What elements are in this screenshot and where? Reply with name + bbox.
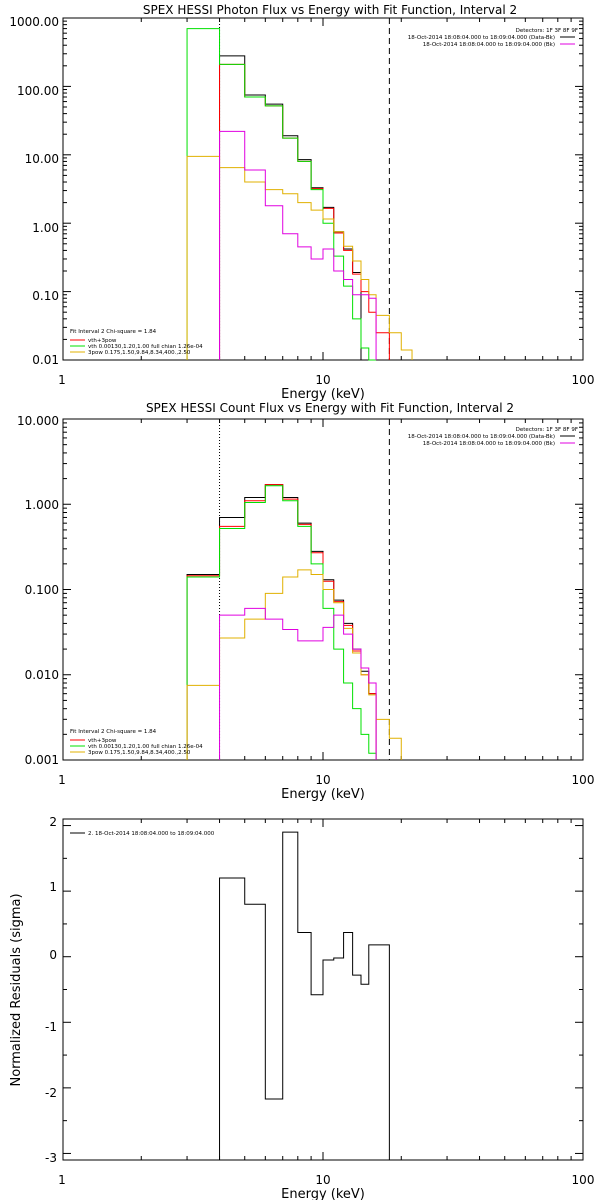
residual-y-axis-label: Normalized Residuals (sigma)	[9, 893, 24, 1086]
residual-x-tick-10: 10	[315, 1173, 330, 1187]
photon-series-yellow	[186, 155, 413, 360]
residual-y-tick-2: 2	[49, 815, 57, 829]
photon-y-tick-0.01: 0.01	[32, 353, 59, 367]
photon-fit-header: Fit Interval 2 Chi-square = 1.84	[70, 329, 157, 335]
count-x-axis-label: Energy (keV)	[281, 787, 365, 802]
count-fit-header: Fit Interval 2 Chi-square = 1.84	[70, 729, 157, 735]
residual-series-black	[219, 831, 390, 1160]
residual-legend-text: 2. 18-Oct-2014 18:08:04.000 to 18:09:04.…	[88, 831, 215, 837]
count-y-tick-10.000: 10.000	[17, 414, 59, 428]
residual-y-tick--2: -2	[45, 1086, 57, 1100]
count-fit-vth-label: vth 0.00130,1.20,1.00 full chian 1.26e-0…	[88, 744, 203, 750]
residual-y-tick--1: -1	[45, 1020, 57, 1034]
photon-flux-title: SPEX HESSI Photon Flux vs Energy with Fi…	[143, 3, 517, 17]
count-data-bk-text: 18-Oct-2014 18:08:04.000 to 18:09:04.000…	[408, 434, 555, 440]
count-series-magenta	[219, 607, 377, 760]
photon-data-bk-text: 18-Oct-2014 18:08:04.000 to 18:09:04.000…	[408, 35, 555, 41]
photon-x-tick-10: 10	[315, 373, 330, 387]
photon-detectors-text: Detectors: 1F 3F 8F 9F	[516, 28, 578, 34]
residual-y-tick-0: 0	[49, 948, 57, 962]
residuals-panel: 1 10 100 -3 -2 -1 0 1 2 Energy (keV) Nor…	[9, 815, 594, 1200]
residual-y-tick--3: -3	[45, 1151, 57, 1165]
count-x-tick-100: 100	[572, 773, 595, 787]
photon-x-tick-1: 1	[58, 373, 66, 387]
count-flux-title: SPEX HESSI Count Flux vs Energy with Fit…	[146, 401, 514, 415]
count-y-tick-0.001: 0.001	[25, 753, 59, 767]
photon-series-red	[219, 63, 390, 360]
photon-fit-vth-label: vth 0.00130,1.20,1.00 full chian 1.26e-0…	[88, 344, 203, 350]
photon-y-tick-1000.00: 1000.00	[9, 15, 59, 29]
count-y-tick-1.000: 1.000	[25, 498, 59, 512]
count-y-tick-0.010: 0.010	[25, 668, 59, 682]
count-series-green	[186, 485, 377, 760]
photon-y-tick-0.10: 0.10	[32, 289, 59, 303]
residual-x-axis-label: Energy (keV)	[281, 1187, 365, 1200]
photon-bk-text: 18-Oct-2014 18:08:04.000 to 18:09:04.000…	[423, 42, 555, 48]
count-y-tick-0.100: 0.100	[25, 583, 59, 597]
photon-y-tick-10.00: 10.00	[25, 152, 59, 166]
count-fit-3pow-label: 3pow 0.175,1.50,9.84,8.34,400.,2.50	[88, 750, 191, 756]
residual-x-tick-100: 100	[572, 1173, 595, 1187]
residual-y-tick-1: 1	[49, 880, 57, 894]
photon-y-tick-100.00: 100.00	[17, 84, 59, 98]
count-bk-text: 18-Oct-2014 18:08:04.000 to 18:09:04.000…	[423, 441, 555, 447]
photon-series-black	[219, 55, 362, 360]
photon-fit-3pow-label: 3pow 0.175,1.50,9.84,8.34,400.,2.50	[88, 350, 191, 356]
photon-series-green	[186, 28, 377, 361]
count-x-tick-10: 10	[315, 773, 330, 787]
photon-x-axis-label: Energy (keV)	[281, 387, 365, 402]
photon-y-tick-1.00: 1.00	[32, 221, 59, 235]
count-series-red	[186, 484, 377, 760]
count-flux-panel: SPEX HESSI Count Flux vs Energy with Fit…	[17, 401, 594, 802]
count-detectors-text: Detectors: 1F 3F 8F 9F	[516, 427, 578, 433]
photon-x-tick-100: 100	[572, 373, 595, 387]
count-x-tick-1: 1	[58, 773, 66, 787]
count-series-black	[186, 484, 377, 760]
photon-series-magenta	[219, 130, 377, 360]
residual-x-tick-1: 1	[58, 1173, 66, 1187]
photon-flux-panel: SPEX HESSI Photon Flux vs Energy with Fi…	[9, 3, 594, 402]
photon-fit-total-label: vth+3pow	[88, 338, 117, 344]
count-fit-total-label: vth+3pow	[88, 738, 117, 744]
count-series-yellow	[186, 569, 402, 760]
